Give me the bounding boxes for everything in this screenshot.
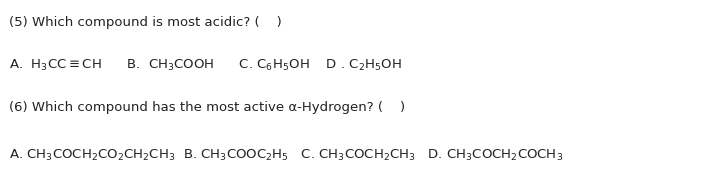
Text: A.  H$_3$CC$\equiv$CH      B.  CH$_3$COOH      C. C$_6$H$_5$OH    D . C$_2$H$_5$: A. H$_3$CC$\equiv$CH B. CH$_3$COOH C. C$… (9, 58, 402, 73)
Text: A. CH$_3$COCH$_2$CO$_2$CH$_2$CH$_3$  B. CH$_3$COOC$_2$H$_5$   C. CH$_3$COCH$_2$C: A. CH$_3$COCH$_2$CO$_2$CH$_2$CH$_3$ B. C… (9, 148, 564, 163)
Text: (5) Which compound is most acidic? (    ): (5) Which compound is most acidic? ( ) (9, 16, 282, 29)
Text: (6) Which compound has the most active α-Hydrogen? (    ): (6) Which compound has the most active α… (9, 101, 405, 114)
